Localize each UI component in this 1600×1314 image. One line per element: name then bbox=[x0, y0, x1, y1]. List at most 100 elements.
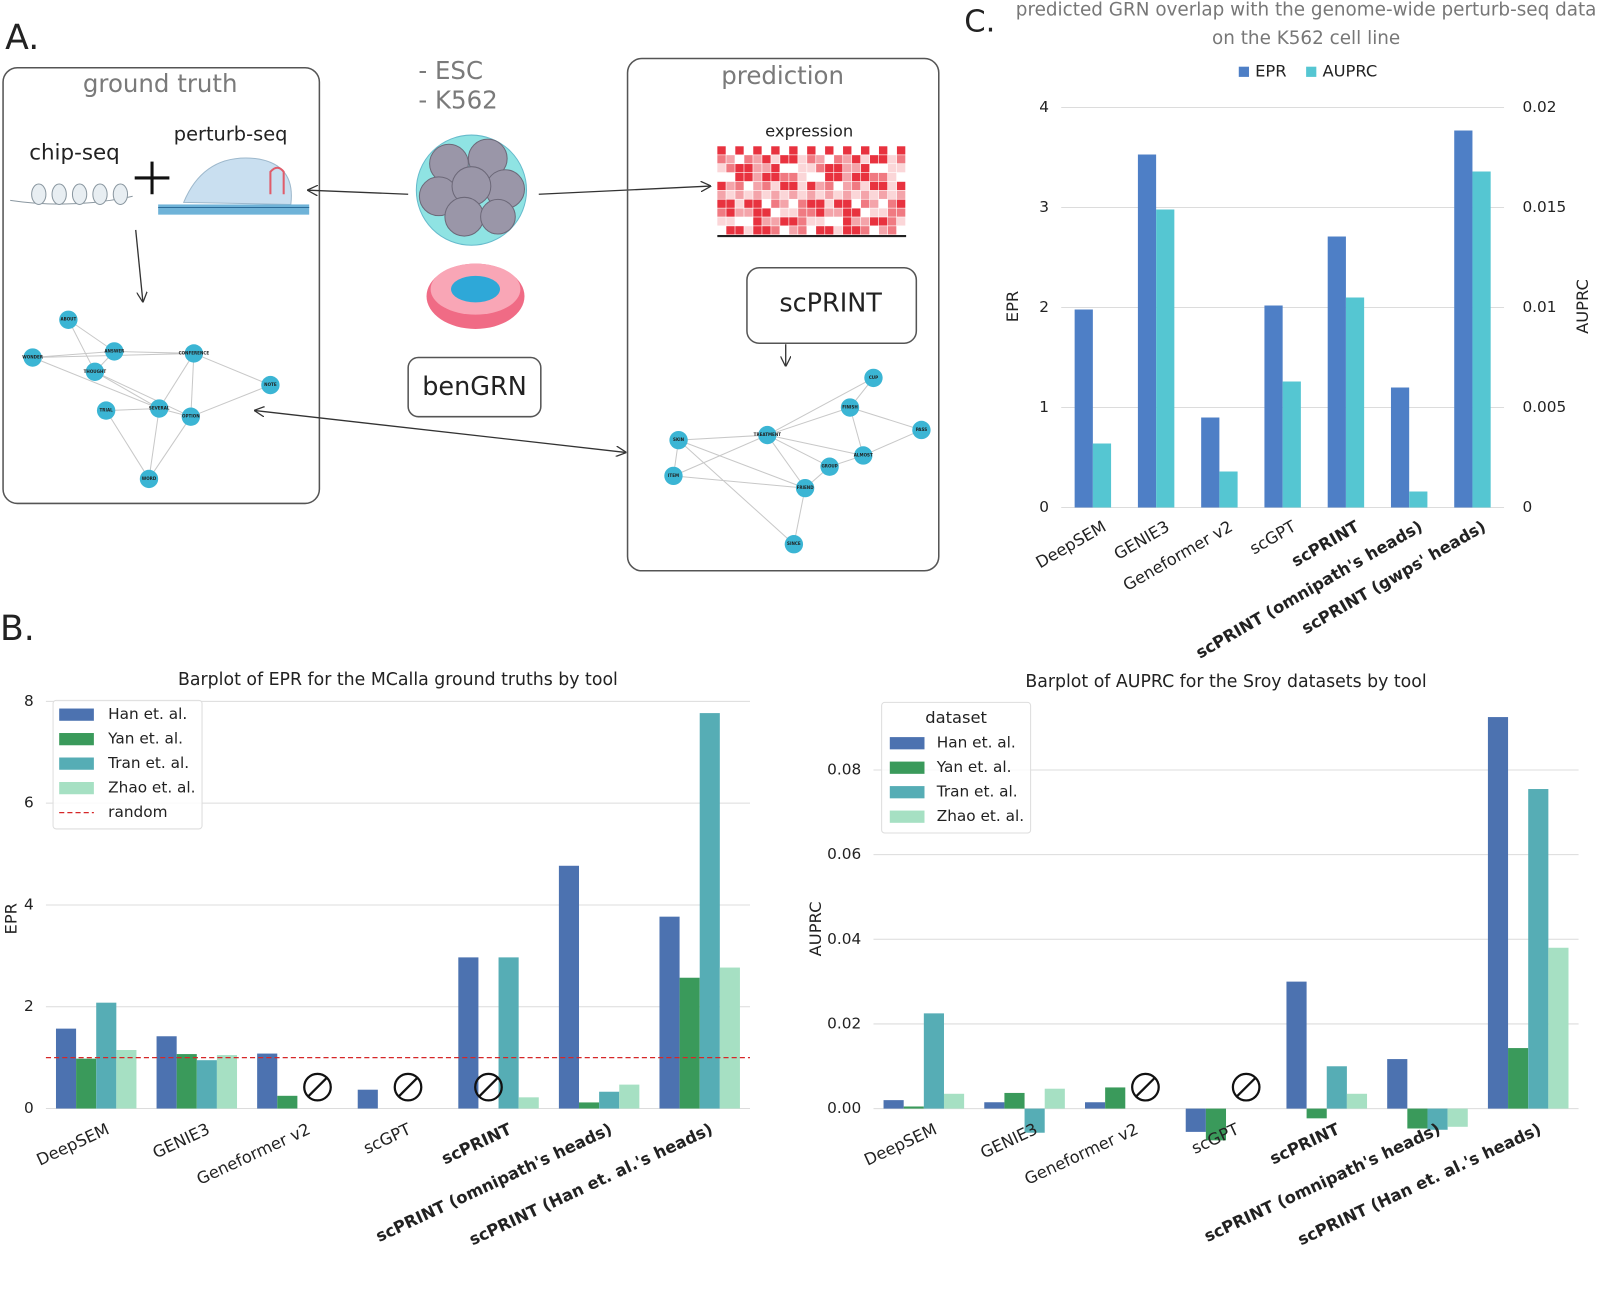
x-tick-label: DeepSEM bbox=[1033, 517, 1110, 572]
bar bbox=[558, 865, 580, 1109]
heatmap-cell bbox=[852, 172, 861, 182]
heatmap-cell bbox=[753, 199, 762, 208]
heatmap-cell bbox=[896, 208, 906, 217]
heatmap-cell bbox=[726, 199, 735, 208]
node-label: SEVERAL bbox=[149, 406, 170, 411]
heatmap-cell bbox=[771, 146, 780, 155]
heatmap-cell bbox=[887, 146, 897, 155]
x-tick-label: Geneformer v2 bbox=[194, 1119, 314, 1188]
bar bbox=[1092, 443, 1112, 508]
missing-marker bbox=[398, 1077, 418, 1098]
node-label: FINISH bbox=[842, 405, 858, 410]
heatmap-cell bbox=[870, 208, 879, 217]
bar bbox=[1345, 297, 1365, 508]
node-label: NOTE bbox=[264, 382, 277, 387]
heatmap-cell bbox=[852, 208, 861, 217]
heatmap-cell bbox=[825, 146, 834, 155]
heatmap-cell bbox=[887, 199, 897, 208]
bar bbox=[1264, 305, 1283, 508]
missing-marker bbox=[1135, 1077, 1156, 1098]
heatmap-cell bbox=[798, 190, 807, 199]
dna-icon bbox=[10, 183, 133, 205]
y2-tick-label: 0.005 bbox=[1522, 398, 1566, 416]
perturb-icon bbox=[158, 157, 310, 215]
bar bbox=[277, 1095, 298, 1109]
heatmap-cell bbox=[717, 226, 726, 235]
heatmap-cell bbox=[807, 208, 816, 217]
bar bbox=[196, 1060, 217, 1109]
heatmap-cell bbox=[789, 208, 798, 217]
heatmap-cell bbox=[762, 155, 771, 164]
heatmap-cell bbox=[896, 190, 906, 199]
heatmap-cell bbox=[771, 155, 780, 164]
node-label: ABOUT bbox=[60, 317, 76, 322]
legend-swatch bbox=[59, 708, 94, 721]
heatmap-cell bbox=[834, 155, 843, 164]
edge bbox=[94, 371, 160, 409]
edge bbox=[673, 475, 806, 491]
x-tick-label: DeepSEM bbox=[34, 1119, 112, 1169]
legend-swatch bbox=[889, 737, 925, 750]
heatmap-cell bbox=[735, 217, 744, 226]
heatmap-cell bbox=[896, 226, 906, 235]
arrow bbox=[255, 411, 625, 453]
heatmap-cell bbox=[726, 217, 735, 226]
heatmap-cell bbox=[798, 226, 807, 235]
heatmap-cell bbox=[834, 181, 843, 191]
heatmap-cell bbox=[744, 146, 753, 155]
y-tick-label: 0.06 bbox=[827, 845, 861, 863]
heatmap-cell bbox=[780, 217, 789, 226]
bar bbox=[1105, 1087, 1126, 1109]
heatmap-cell bbox=[744, 217, 753, 226]
heatmap-cell bbox=[825, 217, 834, 226]
bar bbox=[1205, 1108, 1227, 1141]
heatmap-cell bbox=[735, 226, 744, 235]
bar bbox=[55, 1028, 77, 1109]
edge bbox=[68, 319, 115, 352]
heatmap-cell bbox=[825, 226, 834, 235]
heatmap-cell bbox=[825, 172, 834, 182]
heatmap-cell bbox=[834, 208, 843, 217]
heatmap-cell bbox=[735, 181, 744, 191]
bar bbox=[1137, 154, 1157, 508]
missing-marker bbox=[1231, 1072, 1261, 1102]
node bbox=[150, 399, 169, 418]
edge bbox=[863, 429, 922, 456]
heatmap-cell bbox=[843, 155, 852, 164]
bar bbox=[619, 1084, 640, 1109]
heatmap-cell bbox=[878, 208, 888, 217]
heatmap-cell bbox=[771, 164, 780, 173]
heatmap-cell bbox=[807, 155, 816, 164]
heatmap-cell bbox=[816, 164, 825, 173]
y-tick-label: 4 bbox=[1039, 98, 1049, 116]
heatmap-cell bbox=[878, 226, 888, 235]
heatmap-cell bbox=[744, 190, 753, 199]
legend-swatch bbox=[1238, 66, 1249, 77]
heatmap-cell bbox=[896, 155, 906, 164]
bar bbox=[1387, 1059, 1408, 1109]
heatmap-cell bbox=[780, 181, 789, 191]
node bbox=[912, 420, 931, 440]
heatmap-cell bbox=[852, 226, 861, 235]
heatmap-cell bbox=[852, 199, 861, 208]
edge bbox=[113, 348, 194, 355]
heatmap-cell bbox=[735, 164, 744, 173]
heatmap-cell bbox=[762, 164, 771, 173]
node bbox=[669, 430, 688, 450]
heatmap-cell bbox=[780, 208, 789, 217]
legend-swatch bbox=[59, 757, 94, 770]
edge bbox=[767, 434, 864, 458]
cell-line: - ESC bbox=[418, 56, 483, 85]
heatmap-cell bbox=[735, 208, 744, 217]
edge bbox=[105, 410, 150, 480]
heatmap-cell bbox=[807, 199, 816, 208]
bar bbox=[1156, 209, 1175, 508]
edge bbox=[767, 434, 831, 468]
heatmap-cell bbox=[753, 181, 762, 191]
x-tick-label: Geneformer v2 bbox=[1120, 517, 1236, 595]
heatmap-cell bbox=[726, 172, 735, 182]
edge bbox=[67, 319, 96, 373]
heatmap-cell bbox=[861, 172, 870, 182]
legend-swatch bbox=[889, 786, 925, 799]
